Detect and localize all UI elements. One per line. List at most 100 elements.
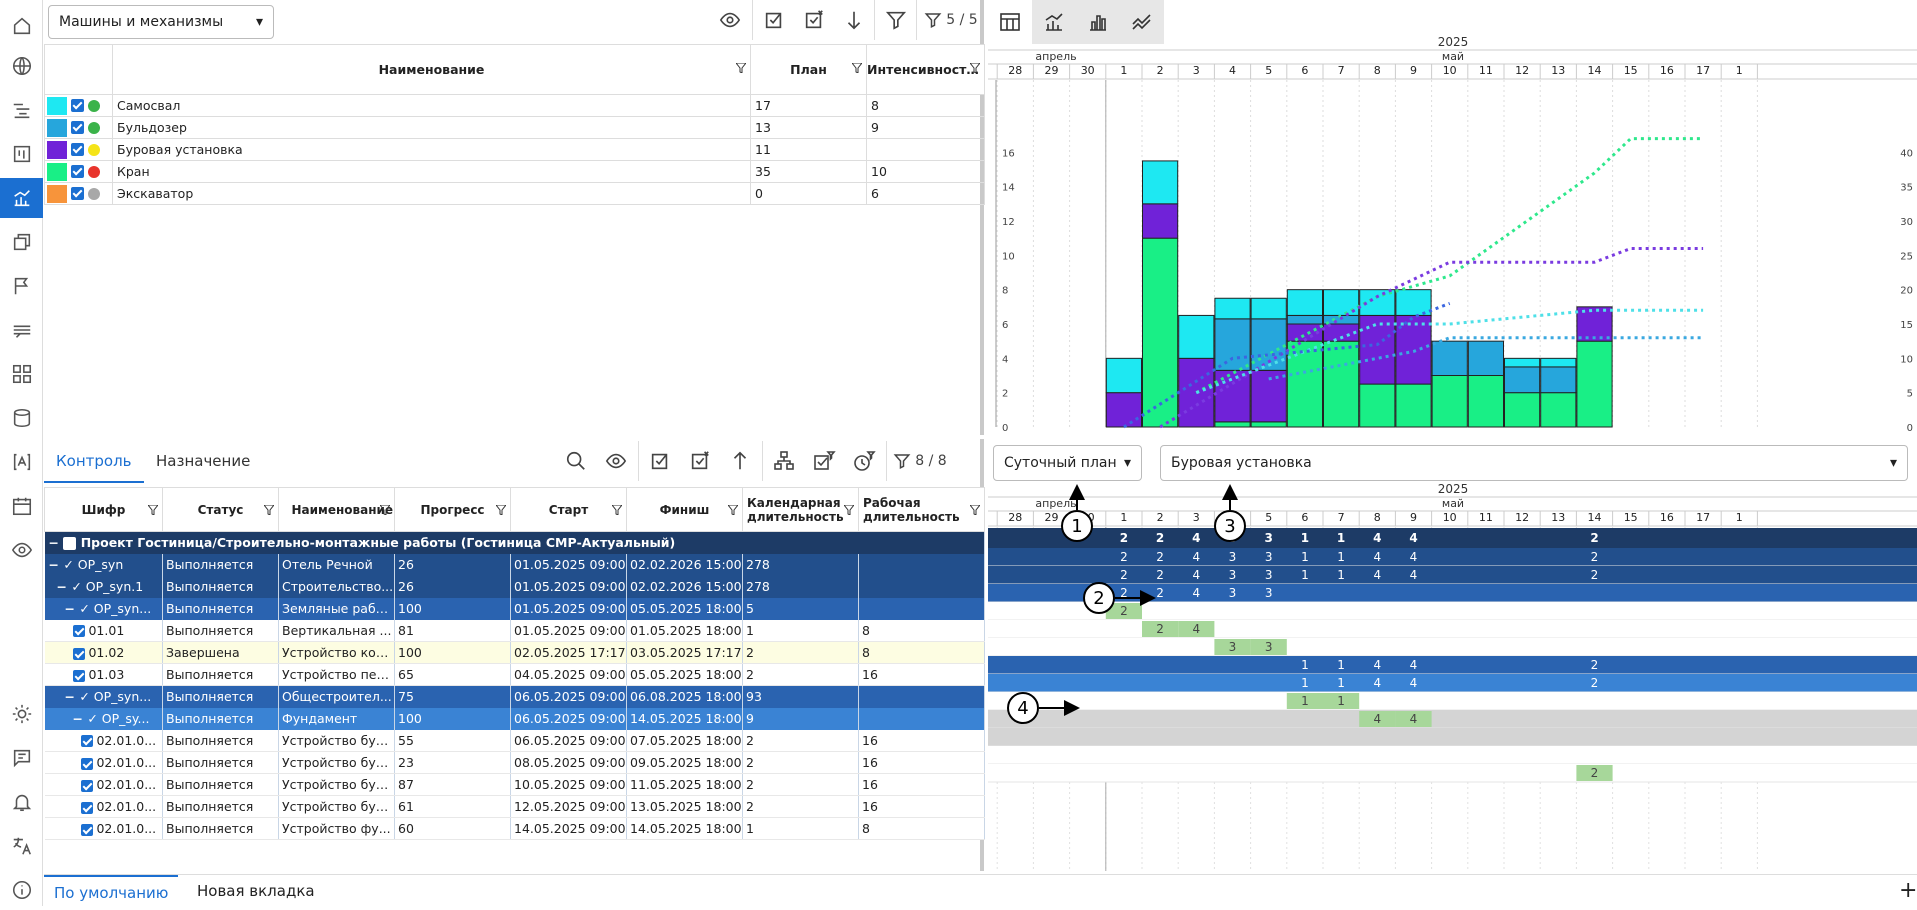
- bar-line-chart-icon[interactable]: [1032, 0, 1076, 44]
- database-icon[interactable]: [0, 398, 43, 438]
- row-checkbox[interactable]: [80, 757, 93, 770]
- check-filter-icon[interactable]: [804, 441, 844, 481]
- resource-row[interactable]: Буровая установка 11: [44, 138, 985, 161]
- grid-icon[interactable]: [0, 354, 43, 394]
- collapse-icon[interactable]: −: [48, 557, 64, 572]
- resource-checkbox[interactable]: [70, 121, 84, 134]
- gantt-icon[interactable]: [0, 90, 43, 130]
- work-row[interactable]: 02.01.0... Выполняется Устройство бур... 87…: [44, 773, 985, 796]
- comment-icon[interactable]: [0, 738, 43, 778]
- row-checkbox[interactable]: [72, 669, 85, 682]
- check-icon[interactable]: ✓: [79, 601, 90, 616]
- eye-icon[interactable]: [710, 0, 750, 40]
- search-icon[interactable]: [556, 441, 596, 481]
- sort-up-icon[interactable]: [720, 441, 760, 481]
- work-start: 01.05.2025 09:00: [510, 619, 627, 642]
- uncheck-all-icon[interactable]: [794, 0, 834, 40]
- work-row[interactable]: − ✓ OP_syn... Выполняется Земляные рабо...…: [44, 597, 985, 620]
- info-icon[interactable]: [0, 870, 43, 910]
- filter-count-button[interactable]: 5 / 5: [918, 0, 984, 40]
- work-row[interactable]: − ✓ OP_syn Выполняется Отель Речной 26 01.05…: [44, 553, 985, 576]
- work-row[interactable]: 02.01.0... Выполняется Устройство фу... 60 1…: [44, 817, 985, 840]
- column-header[interactable]: Шифр: [44, 487, 163, 532]
- row-checkbox[interactable]: [80, 735, 93, 748]
- work-row[interactable]: 01.01 Выполняется Вертикальная ... 81 01.05.…: [44, 619, 985, 642]
- translate-icon[interactable]: [0, 826, 43, 866]
- tab-new[interactable]: Новая вкладка: [197, 882, 315, 900]
- work-row[interactable]: − ✓ OP_syn... Выполняется Общестроител... 7…: [44, 685, 985, 708]
- home-icon[interactable]: [0, 6, 43, 46]
- line-chart-icon[interactable]: [1120, 0, 1164, 44]
- resource-row[interactable]: Кран 35 10: [44, 160, 985, 183]
- check-icon[interactable]: ✓: [87, 711, 98, 726]
- uncheck-all-icon[interactable]: [680, 441, 720, 481]
- row-checkbox[interactable]: [63, 537, 77, 551]
- collapse-icon[interactable]: −: [72, 711, 88, 726]
- resource-row[interactable]: Экскаватор 0 6: [44, 182, 985, 205]
- board-icon[interactable]: [0, 134, 43, 174]
- globe-icon[interactable]: [0, 46, 43, 86]
- column-header[interactable]: Рабочая длительность: [858, 487, 985, 532]
- resource-chart-icon[interactable]: [0, 178, 43, 218]
- check-icon[interactable]: ✓: [63, 557, 74, 572]
- column-header[interactable]: Статус: [162, 487, 279, 532]
- tab-control[interactable]: Контроль: [44, 439, 144, 483]
- column-header[interactable]: Прогресс: [394, 487, 511, 532]
- resource-row[interactable]: Самосвал 17 8: [44, 94, 985, 117]
- clock-filter-icon[interactable]: [844, 441, 884, 481]
- resource-checkbox[interactable]: [70, 99, 84, 112]
- collapse-icon[interactable]: −: [64, 601, 80, 616]
- work-row[interactable]: 02.01.0... Выполняется Устройство бур... 61…: [44, 795, 985, 818]
- plan-type-select[interactable]: Суточный план ▾: [993, 445, 1142, 481]
- tab-default[interactable]: По умолчанию: [44, 875, 179, 907]
- resource-select[interactable]: Буровая установка ▾: [1160, 445, 1908, 481]
- flag-icon[interactable]: [0, 266, 43, 306]
- bar-chart-icon[interactable]: [1076, 0, 1120, 44]
- work-row[interactable]: 01.02 Завершена Устройство кот... 100 02.05.…: [44, 641, 985, 664]
- tab-assignment[interactable]: Назначение: [156, 452, 251, 470]
- sun-icon[interactable]: [0, 694, 43, 734]
- filter-icon[interactable]: [876, 0, 916, 40]
- column-header-name[interactable]: Наименование: [112, 44, 751, 95]
- text-field-icon[interactable]: [0, 442, 43, 482]
- resource-checkbox[interactable]: [70, 165, 84, 178]
- check-icon[interactable]: ✓: [79, 689, 90, 705]
- eye-icon[interactable]: [0, 530, 43, 570]
- project-row[interactable]: − Проект Гостиница/Строительно-монтажные…: [44, 531, 985, 554]
- category-select[interactable]: Машины и механизмы ▾: [48, 5, 274, 39]
- calendar-icon[interactable]: [0, 486, 43, 526]
- collapse-icon[interactable]: −: [64, 689, 80, 705]
- work-row[interactable]: 02.01.0... Выполняется Устройство бур... 23…: [44, 751, 985, 774]
- row-checkbox[interactable]: [80, 823, 93, 836]
- column-header-intensity[interactable]: Интенсивность: [866, 44, 985, 95]
- check-all-icon[interactable]: [640, 441, 680, 481]
- row-checkbox[interactable]: [72, 625, 85, 638]
- row-checkbox[interactable]: [80, 779, 93, 792]
- check-icon[interactable]: ✓: [71, 579, 82, 594]
- resource-checkbox[interactable]: [70, 187, 84, 200]
- column-header[interactable]: Финиш: [626, 487, 743, 532]
- resource-row[interactable]: Бульдозер 13 9: [44, 116, 985, 139]
- collapse-icon[interactable]: −: [56, 579, 72, 594]
- work-row[interactable]: − ✓ OP_syn.1 Выполняется Строительство... 2…: [44, 575, 985, 598]
- resource-checkbox[interactable]: [70, 143, 84, 156]
- bell-icon[interactable]: [0, 782, 43, 822]
- column-header[interactable]: Старт: [510, 487, 627, 532]
- work-row[interactable]: − ✓ OP_sy... Выполняется Фундамент 100 06.05…: [44, 707, 985, 730]
- hierarchy-filter-icon[interactable]: [764, 441, 804, 481]
- eye-icon[interactable]: [596, 441, 636, 481]
- row-checkbox[interactable]: [80, 801, 93, 814]
- table-view-icon[interactable]: [988, 0, 1032, 44]
- filter-count-button[interactable]: 8 / 8: [890, 441, 950, 481]
- layers-icon[interactable]: [0, 222, 43, 262]
- sort-down-icon[interactable]: [834, 0, 874, 40]
- check-all-icon[interactable]: [754, 0, 794, 40]
- add-tab-button[interactable]: +: [1899, 878, 1917, 903]
- column-header[interactable]: Календарная длительность: [742, 487, 859, 532]
- column-header[interactable]: Наименование: [278, 487, 395, 532]
- work-row[interactable]: 01.03 Выполняется Устройство пес... 65 04.05…: [44, 663, 985, 686]
- lines-icon[interactable]: [0, 310, 43, 350]
- work-row[interactable]: 02.01.0... Выполняется Устройство бур... 55…: [44, 729, 985, 752]
- column-header-plan[interactable]: План: [750, 44, 867, 95]
- row-checkbox[interactable]: [72, 647, 85, 660]
